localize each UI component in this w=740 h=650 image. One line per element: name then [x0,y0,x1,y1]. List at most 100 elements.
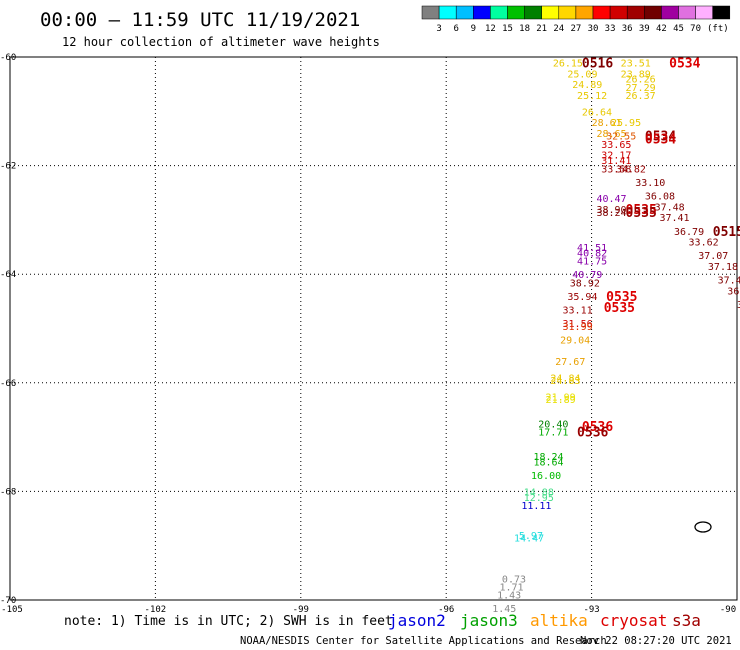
color-scale-label: 33 [605,24,616,34]
color-scale-label: 6 [453,24,458,34]
color-scale-swatch [558,5,577,20]
satellite-legend-item: s3a [672,611,701,630]
color-scale-swatch [541,5,560,20]
footer-timestamp: Nov 22 08:27:20 UTC 2021 [580,635,732,647]
pass-time-label: 0535 [626,203,657,218]
color-scale-swatch [575,5,594,20]
satellite-legend: jason2 jason3 altika cryosat s3a [388,611,701,630]
wave-height-value: 33.10 [635,178,665,189]
color-scale-swatch [438,5,457,20]
color-scale-label: 36 [622,24,633,34]
longitude-tick-label: -102 [145,605,167,615]
wave-height-value: 36.79 [674,227,704,238]
longitude-tick-label: -90 [720,605,736,615]
color-scale-label: 27 [570,24,581,34]
footer-credit: NOAA/NESDIS Center for Satellite Applica… [240,635,607,647]
color-scale-label: 9 [471,24,476,34]
wave-height-value: 31.41 [601,156,631,167]
wave-height-value: 38.90 [596,205,626,216]
wave-height-value: 28.65 [596,129,626,140]
wave-height-value: 31.56 [563,319,593,330]
wave-height-value: 36.08 [645,191,675,202]
wave-height-value: 24.84 [550,373,580,384]
wave-height-value: 14.47 [514,534,544,545]
wave-height-value: 1.71 [500,582,524,593]
wave-height-value: 41.51 [577,243,607,254]
wave-height-value: 29.04 [560,335,590,346]
wave-height-value: 21.89 [546,395,576,406]
wave-height-value: 17.71 [538,428,568,439]
wave-height-value: 37.18 [708,262,738,273]
wave-height-value: 38.2 [737,300,740,311]
wave-height-value: 40.79 [572,270,602,281]
wave-height-value: 40.82 [577,248,607,259]
pass-time-label: 0534 [645,132,676,147]
wave-height-value: 20.40 [538,420,568,431]
satellite-legend-item: jason2 [388,611,446,630]
wave-height-value: 41.75 [577,257,607,268]
pass-time-labels: 0516053405340534053505350515053505350536… [577,56,740,440]
wave-height-value: 33.62 [689,238,719,249]
wave-height-value: 31.99 [563,322,593,333]
color-scale-swatch [507,5,525,20]
pass-time-label: 0534 [669,56,700,71]
wave-height-value: 37.48 [655,202,685,213]
wave-height-value: 38.92 [570,278,600,289]
pass-time-label: 0535 [606,290,637,305]
wave-height-value: 26.26 [626,75,656,86]
color-scale-label: 18 [519,24,530,34]
graticule [10,57,737,600]
wave-height-value: 21.99 [546,392,576,403]
color-scale-swatch [712,5,731,20]
wave-height-value: 26.37 [626,91,656,102]
color-scale-label: 39 [639,24,650,34]
color-scale-label: 30 [588,24,599,34]
pass-time-label: 0536 [577,426,608,441]
wave-height-value: 32.55 [606,132,636,143]
color-scale-swatch [473,5,491,20]
wave-height-value: 36.01 [727,286,740,297]
latitude-tick-label: -64 [0,270,16,280]
wave-height-value: 1.43 [497,591,521,602]
page-title: 00:00 – 11:59 UTC 11/19/2021 [40,9,360,31]
color-scale-swatch [421,5,440,20]
color-scale-swatch [609,5,628,20]
color-scale-label: 15 [502,24,513,34]
wave-height-value: 25.95 [611,118,641,129]
satellite-legend-item: cryosat [600,611,667,630]
color-scale-swatch [695,5,713,20]
latitude-tick-label: -66 [0,379,16,389]
wave-height-value: 33.11 [563,305,593,316]
page-subtitle: 12 hour collection of altimeter wave hei… [62,35,380,49]
color-scale-label: 70 [690,24,701,34]
wave-height-value: 1.45 [492,604,516,615]
wave-height-value: 25.12 [577,91,607,102]
color-scale-swatch [626,5,645,20]
wave-height-value: 0.73 [502,574,526,585]
color-scale-label: 42 [656,24,667,34]
wave-height-value: 28.61 [592,118,622,129]
pass-time-label: 0515 [713,225,740,240]
color-scale-label: 45 [673,24,684,34]
wave-height-value: 23.51 [621,58,651,69]
color-scale-label: 21 [536,24,547,34]
color-scale-label: 24 [553,24,564,34]
wave-height-value: 37.07 [698,251,728,262]
color-scale-label: 3 [436,24,441,34]
wave-height-value: 5.97 [519,531,543,542]
wave-height-value: 27.29 [626,83,656,94]
longitude-tick-label: -93 [583,605,599,615]
footer-note: note: 1) Time is in UTC; 2) SWH is in fe… [64,614,393,629]
longitude-tick-label: -105 [1,605,23,615]
pass-time-label: 0536 [582,420,613,435]
wave-height-value: 33.58 [601,164,631,175]
pass-time-label: 0535 [626,206,657,221]
color-scale-swatch [490,5,508,20]
latitude-tick-label: -60 [0,53,16,63]
latitude-tick-label: -62 [0,162,16,172]
map-frame [9,56,738,601]
latitude-tick-label: -68 [0,487,16,497]
